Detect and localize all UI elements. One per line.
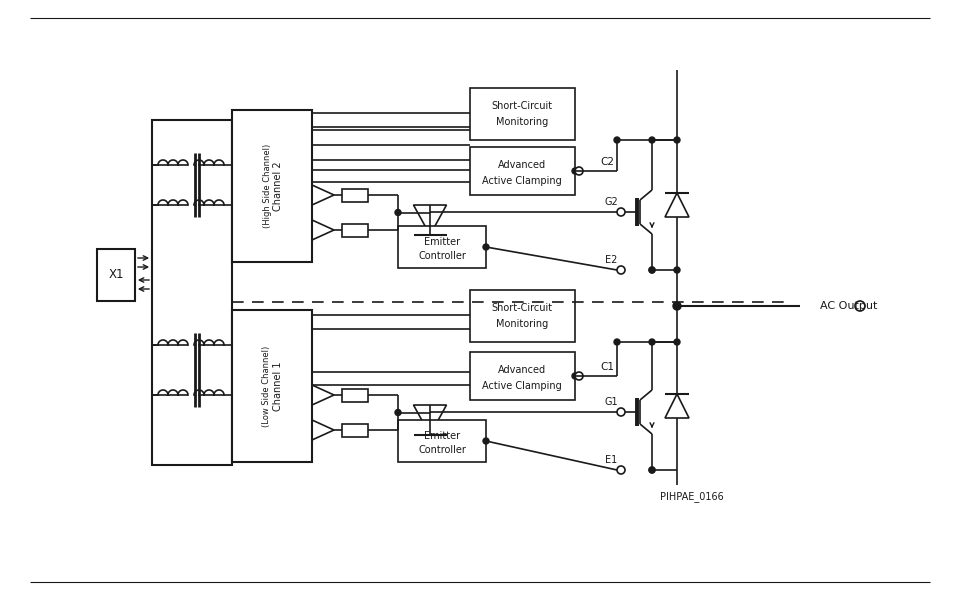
Circle shape [674, 267, 680, 273]
Circle shape [483, 244, 489, 250]
Circle shape [575, 167, 583, 175]
Circle shape [572, 373, 578, 379]
Circle shape [649, 467, 655, 473]
Text: Monitoring: Monitoring [496, 319, 548, 329]
Bar [470, 147, 575, 195]
Circle shape [649, 267, 655, 273]
Bar [470, 290, 575, 342]
Circle shape [673, 302, 681, 310]
Text: Advanced: Advanced [498, 365, 546, 375]
Text: PIHPAE_0166: PIHPAE_0166 [660, 491, 724, 502]
Circle shape [649, 137, 655, 143]
Text: Controller: Controller [418, 251, 466, 261]
Text: Short-Circuit: Short-Circuit [492, 303, 553, 313]
Bar [342, 223, 368, 236]
Circle shape [614, 137, 620, 143]
Circle shape [483, 438, 489, 444]
Text: Monitoring: Monitoring [496, 117, 548, 127]
Circle shape [674, 339, 680, 345]
Text: G1: G1 [604, 397, 618, 407]
Bar [470, 352, 575, 400]
Circle shape [395, 409, 401, 415]
Circle shape [617, 408, 625, 416]
Bar [398, 420, 486, 462]
Text: (High Side Channel): (High Side Channel) [262, 144, 272, 228]
Text: Emitter: Emitter [424, 431, 460, 441]
Text: Active Clamping: Active Clamping [482, 381, 562, 391]
Text: X1: X1 [108, 269, 124, 281]
Text: AC Output: AC Output [820, 301, 877, 311]
Circle shape [649, 267, 655, 273]
Circle shape [649, 339, 655, 345]
Circle shape [395, 209, 401, 215]
Circle shape [674, 137, 680, 143]
Bar [470, 88, 575, 140]
Text: Channel 1: Channel 1 [273, 361, 283, 411]
Text: E1: E1 [605, 455, 617, 465]
Bar [342, 424, 368, 437]
Text: C1: C1 [600, 362, 614, 372]
Bar [342, 188, 368, 202]
Text: G2: G2 [604, 197, 618, 207]
Circle shape [617, 266, 625, 274]
Text: Active Clamping: Active Clamping [482, 176, 562, 186]
Bar [342, 389, 368, 401]
Circle shape [617, 208, 625, 216]
Text: C2: C2 [600, 157, 614, 167]
Circle shape [855, 301, 865, 311]
Circle shape [575, 372, 583, 380]
Bar [398, 226, 486, 268]
Text: Emitter: Emitter [424, 237, 460, 247]
Bar [152, 120, 232, 465]
Text: E2: E2 [605, 255, 617, 265]
Text: Channel 2: Channel 2 [273, 161, 283, 211]
Text: (Low Side Channel): (Low Side Channel) [262, 346, 272, 427]
Bar [232, 310, 312, 462]
Bar [97, 249, 135, 301]
Bar [232, 110, 312, 262]
Text: Short-Circuit: Short-Circuit [492, 101, 553, 111]
Circle shape [649, 467, 655, 473]
Text: Controller: Controller [418, 445, 466, 455]
Circle shape [617, 466, 625, 474]
Text: Advanced: Advanced [498, 160, 546, 170]
Circle shape [614, 339, 620, 345]
Circle shape [572, 168, 578, 174]
